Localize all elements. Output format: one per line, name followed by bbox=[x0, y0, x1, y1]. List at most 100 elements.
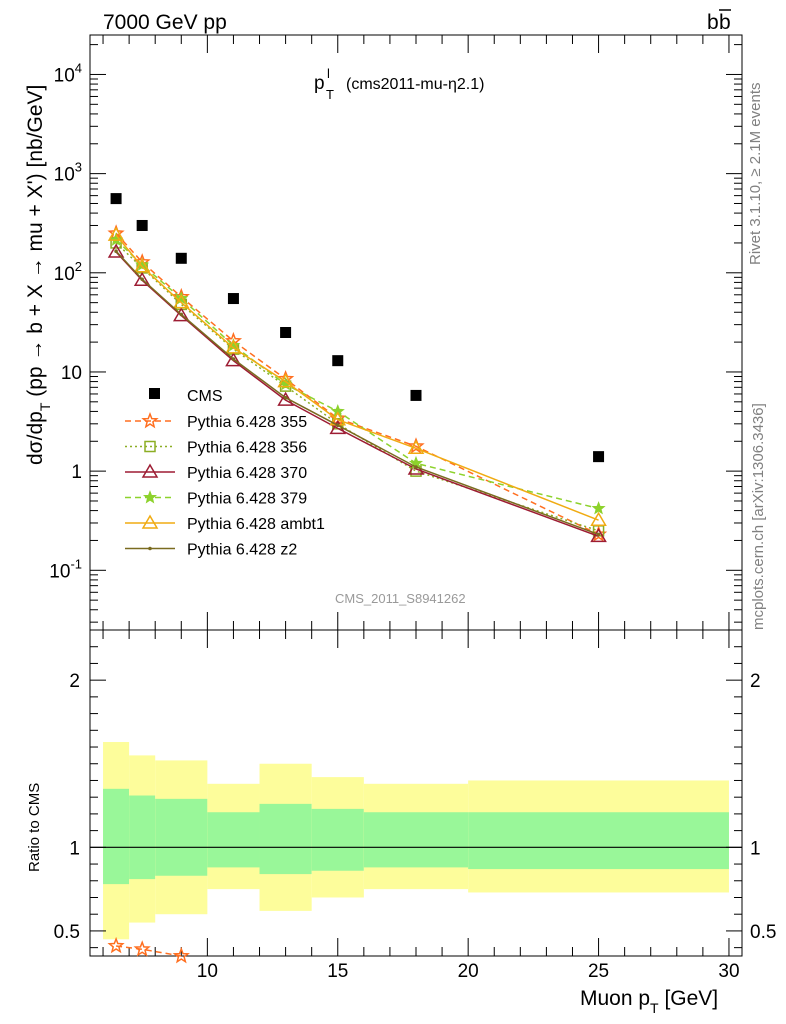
marker-star bbox=[172, 946, 190, 964]
legend-cms-marker bbox=[149, 388, 160, 399]
header-left: 7000 GeV pp bbox=[103, 11, 227, 34]
series-line bbox=[115, 234, 599, 521]
cms-point bbox=[175, 252, 187, 264]
ratio-tick-label: 2 bbox=[69, 671, 80, 692]
marker-triangle bbox=[107, 243, 125, 258]
marker-triangle bbox=[172, 307, 190, 322]
marker-star bbox=[133, 940, 151, 957]
legend-label: Pythia 6.428 355 bbox=[187, 414, 307, 431]
x-tick-label: 10 bbox=[197, 961, 218, 982]
marker-triangle bbox=[141, 463, 159, 478]
marker-square bbox=[144, 440, 156, 453]
axes: 10-1 1 10 102 103 104 10 15 20 25 30 0.5 0.5 1 1 2 2 bbox=[49, 35, 776, 982]
marker-dot bbox=[114, 249, 118, 254]
y-tick-label: 102 bbox=[54, 259, 82, 285]
header-right-b2: b bbox=[719, 11, 731, 34]
y-tick-label: 10 bbox=[61, 363, 82, 384]
marker-star-filled bbox=[143, 490, 157, 504]
marker-triangle bbox=[225, 352, 242, 367]
legend-label: Pythia 6.428 z2 bbox=[187, 542, 297, 559]
series-ambt1 bbox=[107, 226, 607, 526]
cms-point bbox=[110, 193, 122, 205]
cms-point bbox=[136, 219, 148, 231]
marker-star bbox=[141, 411, 159, 429]
ratio-series-p355 bbox=[107, 936, 190, 964]
ratio-tick-label: 0.5 bbox=[54, 922, 80, 943]
series-layer bbox=[107, 193, 608, 964]
marker-triangle bbox=[172, 294, 190, 309]
marker-triangle bbox=[277, 373, 294, 388]
marker-star bbox=[407, 437, 425, 454]
ratio-band-inner bbox=[259, 803, 312, 875]
cms-point bbox=[410, 389, 422, 401]
ratio-line bbox=[116, 945, 182, 957]
ratio-band-inner bbox=[468, 812, 729, 870]
ratio-band-inner bbox=[207, 812, 260, 868]
ratio-tick-label-right: 0.5 bbox=[750, 922, 776, 943]
marker-dot bbox=[596, 532, 601, 537]
ratio-band-inner bbox=[363, 812, 469, 868]
series-line bbox=[115, 250, 599, 536]
series-z2 bbox=[114, 249, 601, 537]
plot-title-p: p bbox=[314, 73, 325, 94]
series-p379 bbox=[109, 232, 606, 515]
y-tick-label: 104 bbox=[54, 60, 82, 86]
marker-triangle bbox=[133, 258, 151, 273]
marker-triangle bbox=[225, 339, 242, 354]
y-tick-label: 10-1 bbox=[49, 556, 82, 582]
rivet-version-label: Rivet 3.1.10, ≥ 2.1M events bbox=[747, 83, 764, 266]
header-right-b1: b bbox=[707, 11, 719, 34]
mcplots-label: mcplots.cern.ch [arXiv:1306.3436] bbox=[750, 403, 767, 630]
legend: CMS Pythia 6.428 355 Pythia 6.428 356 Pythi… bbox=[125, 388, 325, 559]
marker-dot bbox=[231, 357, 236, 361]
marker-triangle bbox=[133, 271, 151, 287]
legend-label: Pythia 6.428 370 bbox=[187, 465, 307, 482]
cms-point bbox=[332, 355, 344, 367]
marker-dot bbox=[179, 312, 184, 317]
ratio-band-inner bbox=[103, 788, 130, 885]
marker-star-filled bbox=[109, 232, 124, 246]
legend-label: Pythia 6.428 356 bbox=[187, 440, 307, 457]
ratio-axis-label: Ratio to CMS bbox=[26, 783, 43, 872]
marker-triangle bbox=[107, 226, 125, 241]
legend-cms-label: CMS bbox=[187, 388, 223, 405]
marker-dot bbox=[148, 546, 152, 551]
ratio-band-inner bbox=[311, 808, 364, 871]
plot-title-sup: l bbox=[327, 66, 330, 81]
ratio-band-inner bbox=[129, 795, 156, 880]
legend-label: Pythia 6.428 379 bbox=[187, 491, 307, 508]
ratio-band-inner bbox=[155, 798, 208, 876]
marker-dot bbox=[414, 465, 418, 469]
ratio-bands bbox=[90, 742, 742, 940]
marker-triangle bbox=[590, 511, 607, 526]
series-line bbox=[115, 242, 599, 532]
cms-point bbox=[280, 327, 292, 338]
ratio-tick-label-right: 1 bbox=[750, 838, 761, 859]
ratio-tick-label-right: 2 bbox=[750, 671, 761, 692]
marker-dot bbox=[335, 423, 340, 428]
marker-dot bbox=[283, 395, 288, 400]
header-right: b b bbox=[707, 9, 731, 34]
x-axis-label: Muon pT [GeV] bbox=[580, 987, 718, 1016]
x-tick-label: 15 bbox=[327, 961, 348, 982]
marker-triangle bbox=[590, 527, 607, 543]
cms-point bbox=[593, 451, 605, 463]
y-tick-label: 1 bbox=[71, 462, 82, 483]
plot-title-sub: T bbox=[326, 87, 334, 102]
ratio-tick-label: 1 bbox=[69, 838, 80, 859]
marker-star-filled bbox=[174, 291, 189, 305]
marker-star bbox=[107, 936, 125, 954]
x-tick-label: 30 bbox=[718, 961, 739, 982]
series-cms bbox=[110, 193, 605, 463]
marker-star-filled bbox=[591, 501, 606, 515]
legend-label: Pythia 6.428 ambt1 bbox=[187, 516, 325, 533]
y-axis-label-text: dσ/dpT (pp → b + X → mu + X') [nb/GeV] bbox=[24, 85, 53, 465]
x-tick-label: 25 bbox=[588, 961, 609, 982]
marker-triangle bbox=[141, 514, 159, 529]
x-tick-label: 20 bbox=[458, 961, 479, 982]
y-tick-label: 103 bbox=[54, 160, 82, 186]
analysis-id-label: CMS_2011_S8941262 bbox=[335, 591, 466, 606]
series-line bbox=[115, 251, 599, 538]
marker-dot bbox=[140, 277, 144, 282]
plot-title-tag: (cms2011-mu-η2.1) bbox=[346, 76, 484, 93]
